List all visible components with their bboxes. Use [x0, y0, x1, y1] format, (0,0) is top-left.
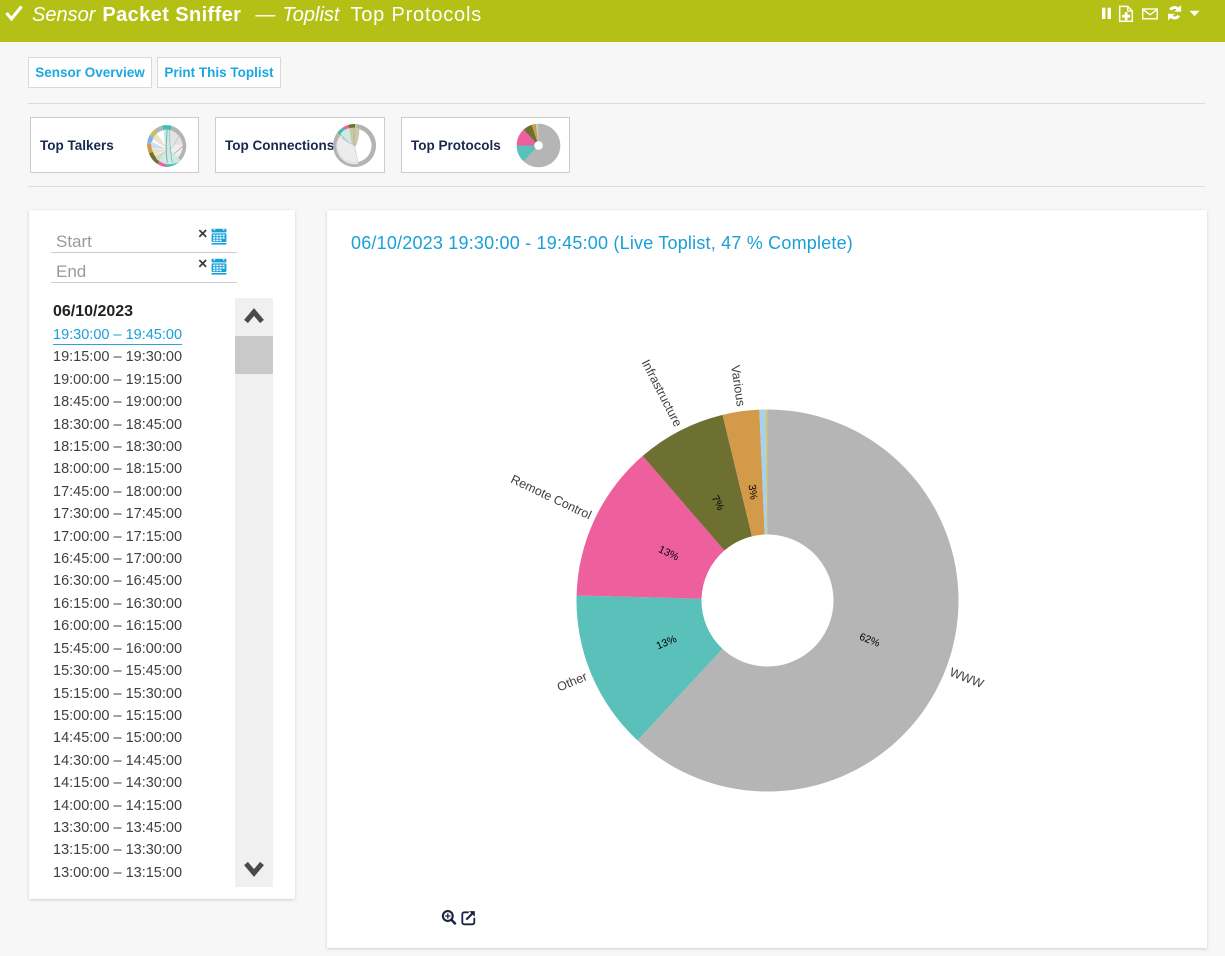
svg-text:Other: Other — [555, 669, 589, 694]
svg-text:Infrastructure: Infrastructure — [639, 357, 685, 429]
svg-text:WWW: WWW — [948, 665, 986, 691]
svg-text:3%: 3% — [746, 484, 760, 501]
svg-text:Various: Various — [728, 364, 748, 407]
svg-text:Remote Control: Remote Control — [509, 472, 594, 522]
